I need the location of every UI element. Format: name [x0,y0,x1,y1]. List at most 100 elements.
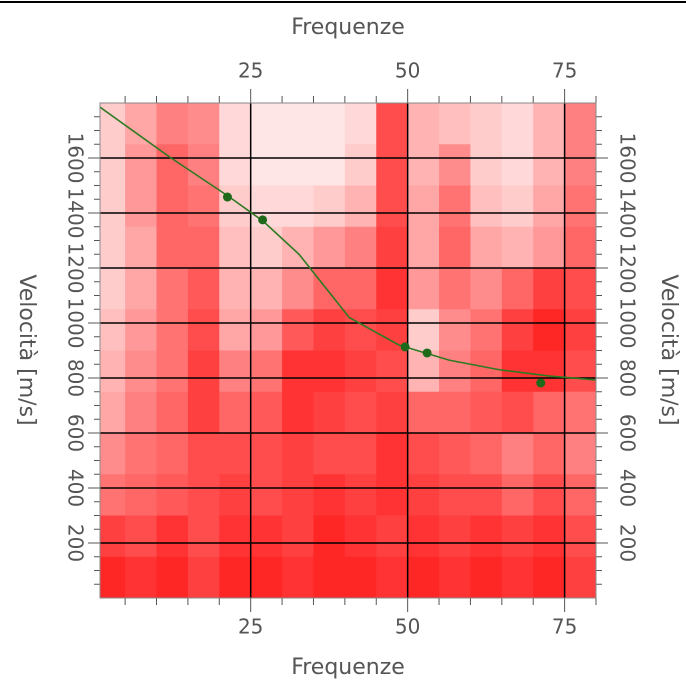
heat-cell [125,515,158,558]
heat-cell [564,226,596,269]
heat-cell [533,226,566,269]
heat-cell [564,350,596,393]
heat-cell [439,226,471,269]
y-tick-label: 1600 [64,133,88,184]
heat-cell [219,556,252,598]
heat-cell [407,309,440,351]
heat-cell [439,474,471,516]
y-tick-label: 800 [616,359,640,397]
dispersion-curve [100,106,596,381]
heat-cell [344,226,377,269]
heat-cell [533,309,566,351]
heat-cell [313,103,346,145]
heat-cell [313,433,346,475]
heat-cell [470,515,503,558]
heat-cell [156,474,189,516]
heat-cell [376,391,409,434]
heat-cell [187,226,220,269]
y-tick-label: 1000 [616,298,640,349]
heat-cell [282,268,314,310]
heat-cell [313,309,346,351]
heat-cell [250,556,283,598]
heat-cell [100,268,126,310]
heat-cell [313,185,346,228]
heat-cell [564,391,596,434]
heat-cell [100,391,126,434]
heat-cell [470,103,503,145]
heat-cell [470,226,503,269]
heat-cell [501,309,534,351]
heat-cell [533,515,566,558]
x-tick-label: 25 [238,615,263,639]
heat-cell [282,309,314,351]
heat-cell [156,185,189,228]
heat-cell [344,185,377,228]
heat-cell [313,350,346,393]
heat-cell [100,144,126,186]
y-axis-title-right: Velocità [m/s] [656,274,681,425]
heat-cell [125,226,158,269]
axes: 25 25 50 50 75 75 200 200 400 400 600 600 800 800 1000… [64,59,640,639]
heat-cell [313,515,346,558]
heat-cell [564,474,596,516]
picked-point [258,215,268,225]
heat-cell [501,474,534,516]
heat-cell [533,144,566,186]
heat-cell [100,350,126,393]
heat-cell [407,391,440,434]
heat-cell [407,474,440,516]
heat-cell [564,515,596,558]
heat-cell [407,103,440,145]
y-tick-label: 1000 [64,298,88,349]
picked-point [222,192,232,202]
heat-cell [533,103,566,145]
y-tick-label: 1400 [64,188,88,239]
heatmap [100,103,596,598]
heat-cell [439,515,471,558]
heat-cell [125,474,158,516]
heat-cell [219,391,252,434]
heat-cell [376,350,409,393]
heat-cell [125,144,158,186]
heat-cell [125,556,158,598]
heat-cell [407,515,440,558]
heat-cell [187,391,220,434]
heat-cell [250,144,283,186]
heat-cell [344,433,377,475]
heat-cell [470,309,503,351]
heat-cell [501,515,534,558]
heat-cell [376,268,409,310]
y-tick-label: 400 [64,469,88,507]
heat-cell [187,474,220,516]
heat-cell [219,103,252,145]
heat-cell [501,268,534,310]
heat-cell [313,226,346,269]
heat-cell [533,268,566,310]
x-tick-label: 75 [552,615,577,639]
heat-cell [100,103,126,145]
heat-cell [470,433,503,475]
heat-cell [470,268,503,310]
heat-cell [376,556,409,598]
heat-cell [344,268,377,310]
heat-cell [407,226,440,269]
heat-cell [156,433,189,475]
heat-cell [470,391,503,434]
heat-cell [282,144,314,186]
y-tick-label: 200 [64,524,88,562]
heat-cell [187,556,220,598]
heat-cell [533,185,566,228]
heat-cell [439,185,471,228]
heat-cell [407,185,440,228]
heat-cell [219,350,252,393]
heat-cell [219,474,252,516]
heat-cell [439,268,471,310]
plot-frame [99,102,597,599]
y-tick-label: 1200 [64,243,88,294]
heat-cell [125,309,158,351]
heat-cell [219,268,252,310]
heat-cell [313,144,346,186]
heat-cell [282,103,314,145]
